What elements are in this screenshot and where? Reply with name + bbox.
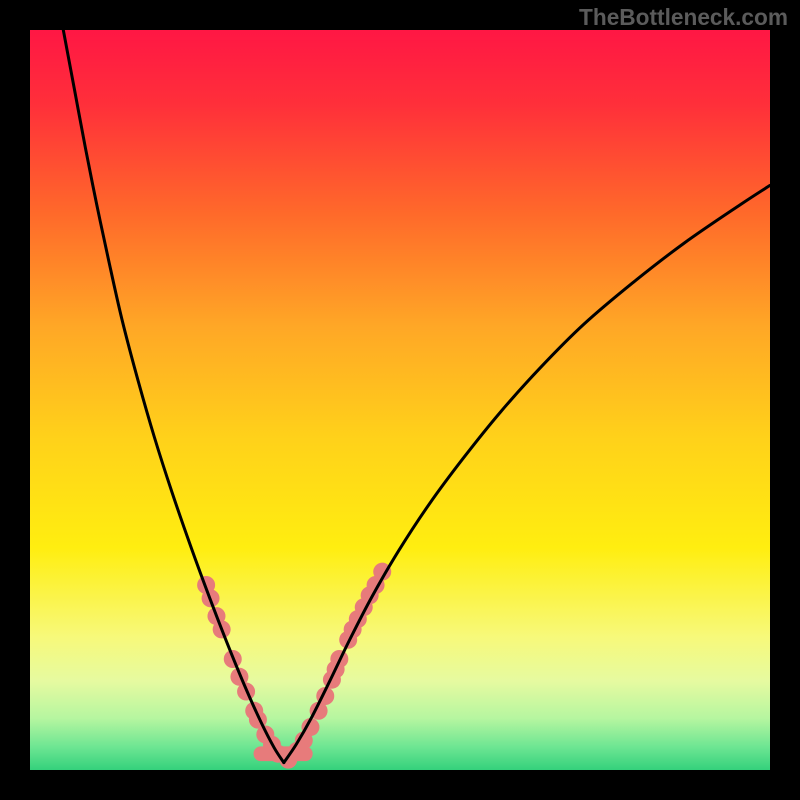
gradient-background	[30, 30, 770, 770]
chart-frame: TheBottleneck.com	[0, 0, 800, 800]
plot-area	[30, 30, 770, 770]
bottleneck-curve-svg	[30, 30, 770, 770]
watermark-text: TheBottleneck.com	[579, 4, 788, 31]
